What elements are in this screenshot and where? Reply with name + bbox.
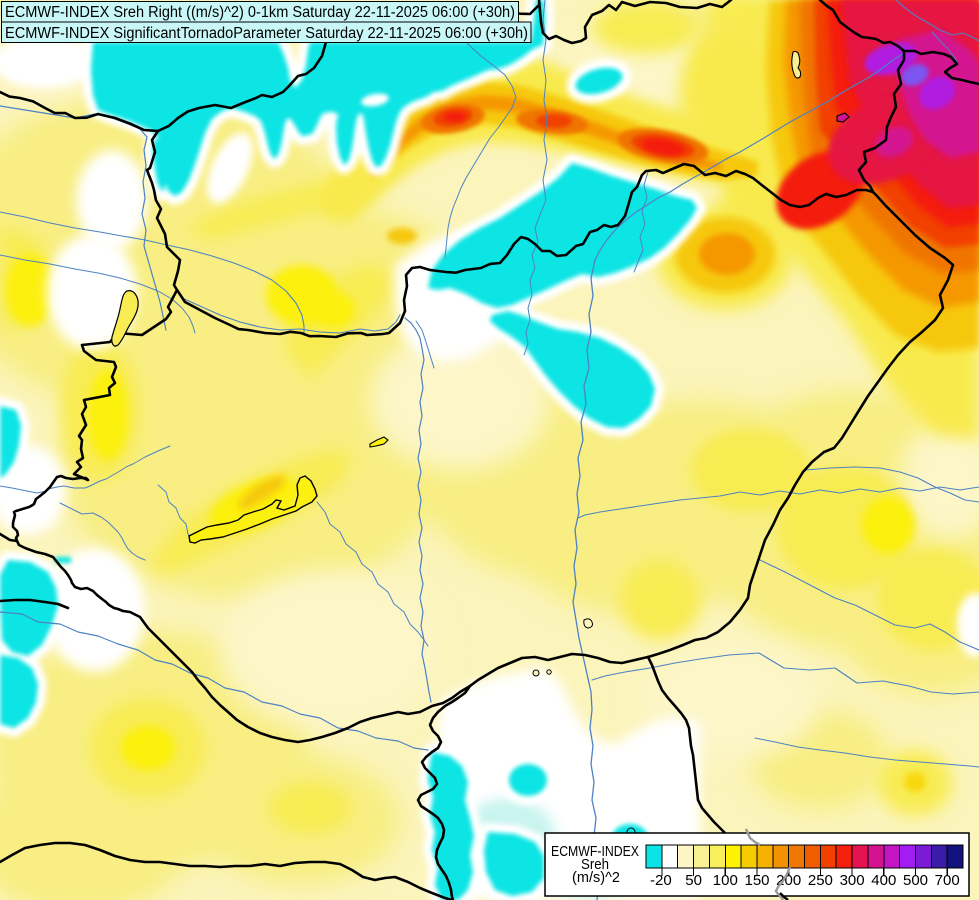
svg-text:300: 300 [840, 872, 865, 889]
svg-text:ECMWF-INDEX: ECMWF-INDEX [551, 843, 639, 860]
svg-text:Sreh: Sreh [581, 856, 609, 873]
svg-text:-20: -20 [650, 872, 672, 889]
svg-text:700: 700 [935, 872, 960, 889]
svg-text:ECMWF-INDEX SignificantTornado: ECMWF-INDEX SignificantTornadoParameter … [5, 25, 528, 42]
svg-text:200: 200 [776, 872, 801, 889]
svg-text:(m/s)^2: (m/s)^2 [572, 869, 620, 886]
svg-text:50: 50 [685, 872, 702, 889]
svg-text:250: 250 [808, 872, 833, 889]
svg-text:100: 100 [713, 872, 738, 889]
svg-text:400: 400 [871, 872, 896, 889]
svg-text:500: 500 [903, 872, 928, 889]
svg-text:150: 150 [744, 872, 769, 889]
svg-text:ECMWF-INDEX Sreh Right ((m/s)^: ECMWF-INDEX Sreh Right ((m/s)^2) 0-1km S… [5, 4, 515, 21]
